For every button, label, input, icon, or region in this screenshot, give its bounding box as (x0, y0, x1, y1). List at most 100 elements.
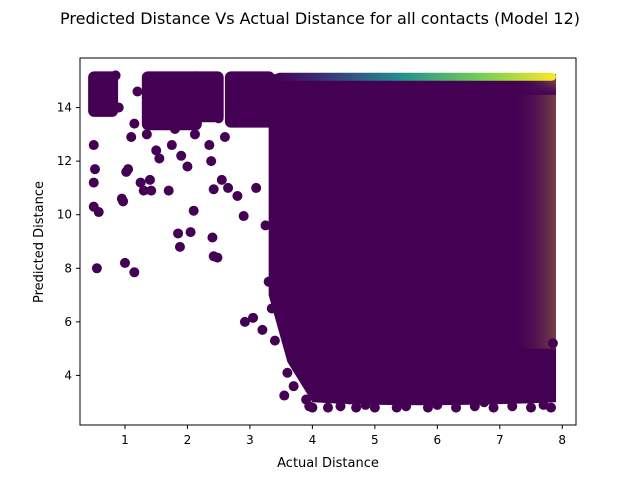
scatter-point (141, 129, 152, 140)
point-cluster (224, 71, 275, 128)
x-tick-label: 7 (496, 433, 504, 447)
scatter-point (266, 303, 277, 314)
scatter-point (335, 401, 346, 412)
scatter-point (422, 402, 433, 413)
scatter-point (93, 207, 104, 218)
scatter-point (441, 394, 452, 405)
scatter-point (432, 399, 443, 410)
chart-title: Predicted Distance Vs Actual Distance fo… (60, 9, 580, 28)
scatter-point (369, 402, 380, 413)
scatter-point (516, 367, 527, 378)
scatter-point (479, 397, 490, 408)
scatter-point (239, 316, 250, 327)
scatter-point (174, 241, 185, 252)
x-tick-label: 6 (433, 433, 441, 447)
y-tick-label: 8 (64, 261, 72, 275)
point-cluster (188, 71, 224, 123)
scatter-point (118, 196, 129, 207)
scatter-point (88, 177, 99, 188)
scatter-point (351, 402, 362, 413)
scatter-point (229, 115, 240, 126)
scatter-point (206, 156, 217, 167)
scatter-point (129, 118, 140, 129)
scatter-point (88, 89, 99, 100)
scatter-point (279, 390, 290, 401)
plot-area (88, 70, 558, 413)
x-tick-label: 2 (184, 433, 192, 447)
scatter-point (135, 177, 146, 188)
scatter-point (94, 73, 105, 84)
scatter-point (185, 227, 196, 238)
scatter-point (189, 129, 200, 140)
x-tick-label: 1 (121, 433, 129, 447)
scatter-point (307, 402, 318, 413)
scatter-point (176, 150, 187, 161)
scatter-point (154, 153, 165, 164)
scatter-point (188, 205, 199, 216)
scatter-point (216, 174, 227, 185)
x-tick-label: 5 (371, 433, 379, 447)
scatter-point (401, 401, 412, 412)
scatter-point (213, 113, 224, 124)
scatter-point (91, 105, 102, 116)
scatter-point (413, 386, 424, 397)
y-tick-label: 12 (57, 154, 72, 168)
y-tick-label: 6 (64, 315, 72, 329)
scatter-point (101, 81, 112, 92)
scatter-point (88, 140, 99, 151)
scatter-point (194, 97, 205, 108)
scatter-point (204, 140, 215, 151)
scatter-point (219, 132, 230, 143)
scatter-point (223, 182, 234, 193)
top-band-fade (274, 80, 557, 95)
dense-point-cloud (268, 74, 557, 406)
y-axis: 4 6 8 10 12 14 (57, 101, 80, 382)
x-tick-label: 4 (309, 433, 317, 447)
scatter-point (91, 263, 102, 274)
scatter-point (547, 338, 558, 349)
y-tick-label: 14 (57, 101, 72, 115)
scatter-point (488, 402, 499, 413)
scatter-point (546, 402, 557, 413)
scatter-point (294, 362, 305, 373)
scatter-point (460, 375, 471, 386)
scatter-point (360, 399, 371, 410)
scatter-point (263, 276, 274, 287)
scatter-point (313, 389, 324, 400)
top-density-band (274, 72, 557, 81)
scatter-point (126, 132, 137, 143)
y-axis-label: Predicted Distance (32, 181, 47, 303)
scatter-point (232, 190, 243, 201)
scatter-point (248, 312, 259, 323)
scatter-point (260, 220, 271, 231)
scatter-point (451, 402, 462, 413)
scatter-point (173, 228, 184, 239)
scatter-point (543, 354, 554, 365)
scatter-point (526, 402, 537, 413)
x-tick-label: 3 (246, 433, 254, 447)
scatter-point (151, 145, 162, 156)
scatter-point (113, 102, 124, 113)
scatter-point (382, 391, 393, 402)
x-tick-label: 8 (558, 433, 566, 447)
y-tick-label: 10 (57, 208, 72, 222)
scatter-point (179, 110, 190, 121)
scatter-point (157, 115, 168, 126)
scatter-point (238, 211, 249, 222)
plot-frame (79, 57, 577, 426)
scatter-point (288, 381, 299, 392)
scatter-point (326, 373, 337, 384)
scatter-point (323, 402, 333, 413)
x-axis: 1 2 3 4 5 6 7 8 (121, 425, 566, 447)
scatter-point (138, 185, 149, 196)
x-axis-label: Actual Distance (277, 456, 379, 471)
scatter-point (182, 161, 193, 172)
scatter-point (507, 401, 518, 412)
scatter-point (146, 185, 157, 196)
scatter-point (282, 367, 293, 378)
scatter-point (391, 402, 402, 413)
scatter-point (257, 324, 268, 335)
scatter-point (144, 174, 155, 185)
scatter-point (119, 257, 130, 268)
